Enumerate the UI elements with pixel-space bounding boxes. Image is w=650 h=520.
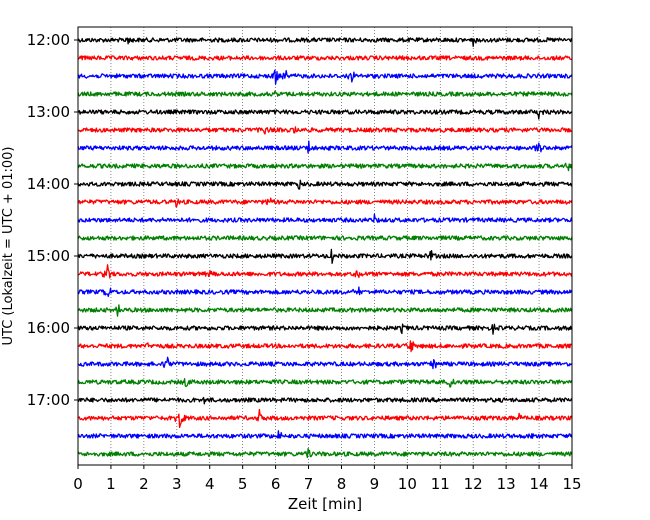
x-tick-label: 12 bbox=[464, 475, 483, 493]
x-tick-label: 5 bbox=[238, 475, 248, 493]
x-tick-label: 0 bbox=[73, 475, 83, 493]
x-tick-label: 4 bbox=[205, 475, 215, 493]
seismic-trace bbox=[77, 179, 573, 190]
seismic-trace bbox=[77, 126, 573, 135]
seismic-trace bbox=[77, 264, 573, 279]
grid-lines bbox=[110, 27, 540, 465]
x-tick-label: 9 bbox=[370, 475, 380, 493]
seismic-trace bbox=[77, 340, 573, 353]
seismic-trace bbox=[77, 408, 573, 429]
y-tick-label: 15:00 bbox=[27, 247, 70, 265]
y-tick-label: 12:00 bbox=[27, 31, 70, 49]
seismic-trace bbox=[77, 140, 573, 154]
seismic-trace bbox=[77, 396, 573, 405]
x-axis-label: Zeit [min] bbox=[288, 495, 362, 513]
x-tick-label: 14 bbox=[530, 475, 549, 493]
x-tick-label: 8 bbox=[337, 475, 347, 493]
y-tick-label: 13:00 bbox=[27, 103, 70, 121]
x-tick-label: 13 bbox=[497, 475, 516, 493]
seismic-trace bbox=[77, 447, 573, 459]
seismic-trace bbox=[77, 378, 573, 388]
seismic-trace bbox=[77, 235, 573, 241]
seismic-trace bbox=[77, 197, 573, 208]
x-tick-label: 1 bbox=[106, 475, 116, 493]
y-tick-label: 16:00 bbox=[27, 319, 70, 337]
seismic-trace bbox=[77, 55, 573, 61]
seismic-trace bbox=[77, 109, 573, 120]
seismic-trace bbox=[77, 430, 573, 439]
seismic-trace bbox=[77, 90, 573, 97]
seismic-trace bbox=[77, 248, 573, 264]
y-axis-label: UTC (Lokalzeit = UTC + 01:00) bbox=[1, 147, 16, 346]
y-tick-label: 14:00 bbox=[27, 175, 70, 193]
seismic-trace bbox=[77, 286, 573, 298]
seismic-trace bbox=[77, 162, 573, 172]
seismic-trace bbox=[77, 213, 573, 223]
seismic-trace bbox=[77, 356, 573, 370]
x-tick-label: 10 bbox=[398, 475, 417, 493]
plot-frame bbox=[77, 26, 573, 466]
x-tick-label: 7 bbox=[304, 475, 314, 493]
x-tick-label: 6 bbox=[271, 475, 281, 493]
x-tick-label: 2 bbox=[139, 475, 149, 493]
seismic-trace bbox=[77, 304, 573, 317]
x-tick-label: 3 bbox=[172, 475, 182, 493]
seismic-trace bbox=[77, 323, 573, 335]
x-tick-label: 11 bbox=[431, 475, 450, 493]
x-axis-ticks: 0 1 2 3 4 5 6 7 8 9 10 11 12 13 14 15 bbox=[73, 465, 582, 493]
x-tick-label: 15 bbox=[562, 475, 581, 493]
y-axis-ticks: 12:00 13:00 14:00 15:00 16:00 17:00 bbox=[27, 31, 78, 409]
seismic-traces bbox=[77, 37, 573, 459]
seismic-trace bbox=[77, 37, 573, 47]
seismic-trace bbox=[77, 69, 573, 85]
y-tick-label: 17:00 bbox=[27, 391, 70, 409]
